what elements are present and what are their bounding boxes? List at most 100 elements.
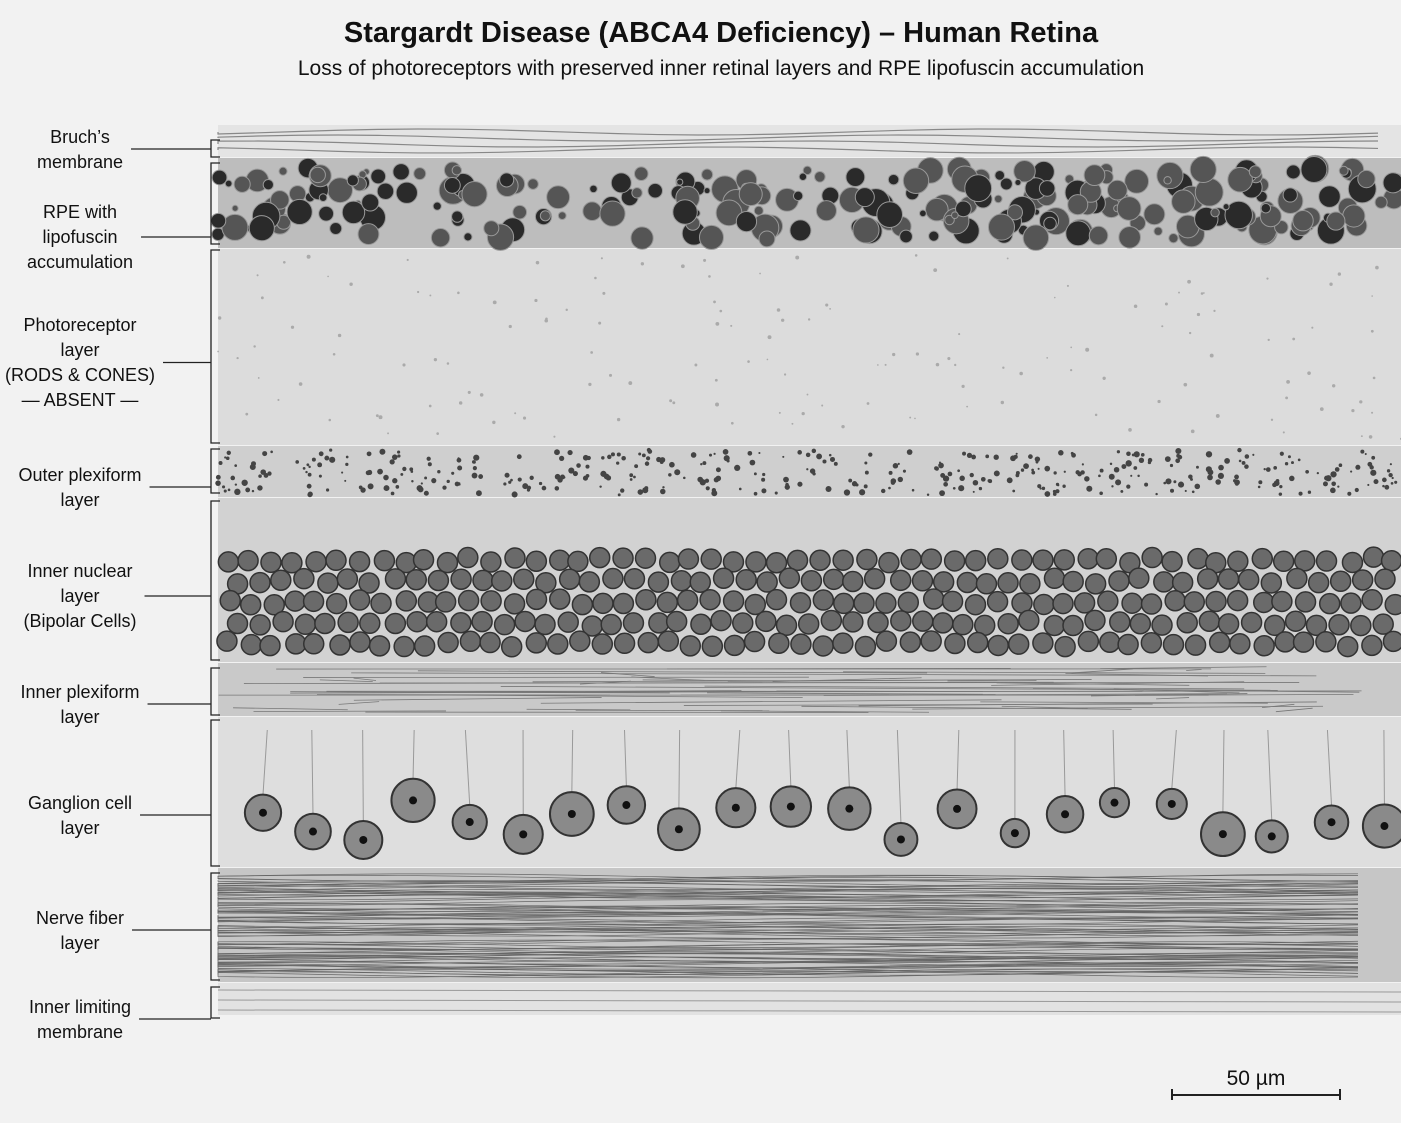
plexiform-fiber: [843, 671, 1266, 674]
rpe-granule: [876, 201, 904, 228]
nucleus: [437, 631, 459, 654]
axon: [735, 729, 741, 789]
plexiform-fiber: [1065, 673, 1209, 677]
axon: [1326, 729, 1333, 806]
nucleus: [406, 610, 428, 633]
nerve-fiber: [217, 873, 1359, 881]
nucleus: [710, 609, 732, 632]
nucleus: [1099, 631, 1121, 653]
nucleus: [890, 610, 912, 632]
synapse: [1298, 491, 1303, 496]
nucleus: [997, 572, 1019, 594]
nucleus: [239, 593, 262, 616]
debris: [1066, 284, 1069, 287]
nerve-fiber: [217, 971, 1359, 978]
debris: [795, 255, 800, 260]
synapse: [226, 450, 231, 455]
synapse: [621, 455, 626, 461]
nucleolus: [622, 801, 631, 810]
synapse: [260, 469, 267, 475]
nucleus: [723, 634, 746, 657]
plexiform-fiber: [704, 685, 1245, 690]
debris: [406, 258, 409, 262]
nucleus: [613, 632, 636, 655]
synapse: [1184, 489, 1187, 493]
debris: [747, 360, 750, 363]
nucleus: [384, 612, 407, 635]
synapse: [726, 459, 730, 463]
synapse: [607, 454, 612, 460]
nucleus: [393, 635, 415, 658]
synapse: [538, 481, 543, 486]
nucleus: [920, 630, 942, 652]
nucleus: [1097, 590, 1119, 612]
synapse: [218, 461, 223, 465]
plexiform-fiber: [417, 670, 928, 674]
debris: [429, 294, 432, 297]
nucleus: [1341, 551, 1364, 574]
nucleus: [975, 573, 998, 595]
synapse: [1325, 475, 1332, 482]
nucleus: [219, 589, 241, 612]
synapse: [1382, 477, 1387, 483]
plexiform-fiber: [720, 710, 930, 713]
rpe-granule: [1222, 203, 1230, 211]
synapse: [1307, 490, 1312, 494]
nerve-fiber: [217, 968, 1359, 975]
nucleus: [657, 630, 680, 652]
nucleus: [1164, 589, 1186, 612]
synapse: [392, 478, 398, 484]
synapse: [947, 471, 953, 477]
nucleus: [395, 590, 418, 612]
nucleus: [457, 546, 479, 569]
debris: [715, 402, 720, 407]
rpe-granule: [899, 229, 913, 244]
nucleus: [413, 635, 436, 657]
nucleus: [325, 549, 347, 572]
synapse: [1371, 455, 1376, 460]
synapse: [897, 462, 900, 465]
synapse: [222, 485, 226, 489]
plexiform-fiber: [683, 703, 1153, 706]
synapse: [258, 474, 262, 478]
layer-label: layer: [60, 490, 99, 510]
synapse: [1389, 463, 1392, 466]
membrane-fiber: [217, 134, 1379, 142]
nucleus: [1384, 593, 1401, 616]
nucleus: [1121, 592, 1143, 614]
nucleus: [471, 610, 493, 633]
rpe-granule: [610, 172, 632, 194]
synapse: [683, 476, 686, 480]
layer-label: Photoreceptor: [23, 315, 136, 335]
nucleolus: [786, 802, 795, 811]
synapse: [1013, 454, 1018, 459]
synapse: [1316, 471, 1319, 475]
nucleus: [875, 592, 897, 614]
debris: [492, 420, 496, 425]
nucleolus: [1167, 799, 1176, 808]
axon: [571, 729, 574, 793]
nucleus: [436, 551, 459, 574]
nucleus: [1229, 632, 1251, 655]
nucleus: [634, 547, 657, 569]
debris: [714, 378, 718, 382]
nucleus: [547, 633, 569, 655]
synapse: [599, 485, 602, 488]
debris: [954, 363, 957, 367]
nucleus: [1019, 572, 1041, 595]
nucleus: [384, 568, 407, 590]
nucleus: [1294, 591, 1317, 613]
rpe-granule: [1224, 200, 1253, 230]
nerve-fiber: [217, 893, 1359, 901]
synapse: [939, 490, 945, 497]
plexiform-fiber: [776, 690, 983, 692]
debris: [457, 291, 460, 295]
rpe-granule: [1227, 166, 1253, 193]
layer-label: layer: [60, 933, 99, 953]
debris: [588, 382, 592, 387]
rpe-granule: [318, 193, 328, 203]
rpe-granule: [887, 173, 900, 186]
debris: [236, 356, 239, 360]
nucleus: [1054, 635, 1076, 658]
